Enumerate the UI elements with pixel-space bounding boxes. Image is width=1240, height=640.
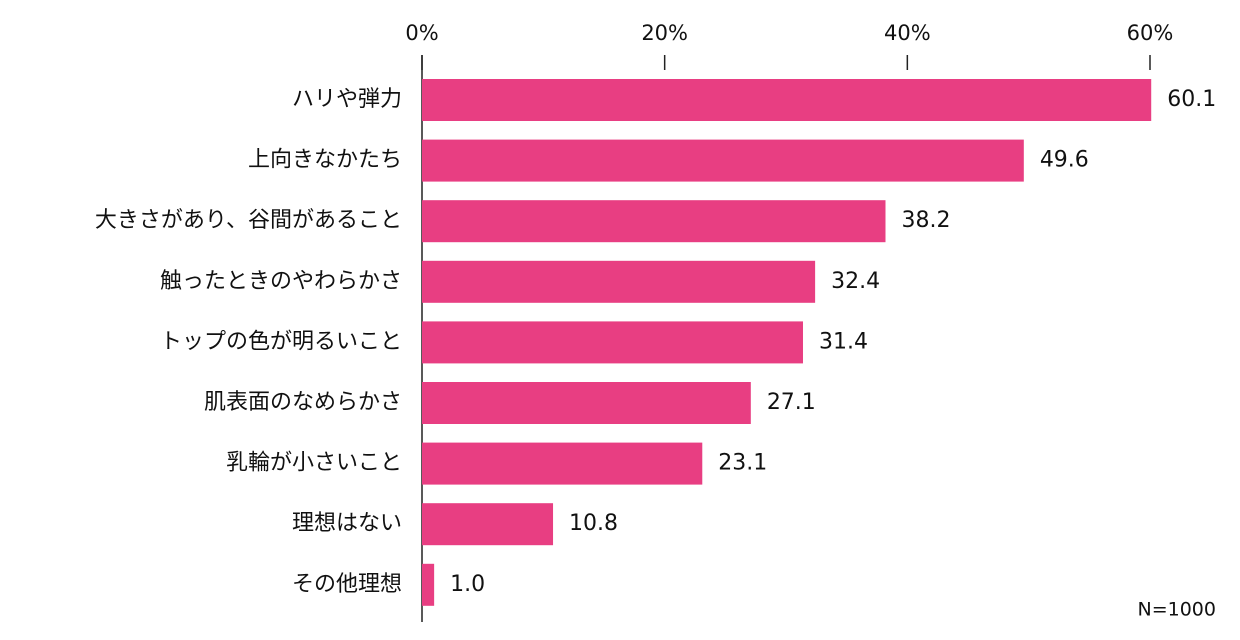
bar [422,139,1024,182]
category-label: その他理想 [292,572,402,597]
category-label: 肌表面のなめらかさ [204,390,402,415]
value-label: 60.1 [1167,87,1216,112]
bar [422,260,816,303]
category-label: ハリや弾力 [292,87,402,112]
bar [422,503,554,546]
x-tick-label: 60% [1127,21,1174,45]
x-tick-label: 0% [405,21,438,45]
category-label: 上向きなかたち [248,148,402,173]
bar [422,382,751,424]
sample-size-note: N=1000 [1138,599,1217,621]
x-tick-label: 20% [641,21,688,45]
category-label: 理想はない [292,511,402,536]
category-label: 大きさがあり、谷間があること [95,208,402,233]
bar [422,442,703,485]
value-label: 10.8 [569,511,618,536]
value-label: 49.6 [1040,148,1089,173]
category-label: 乳輪が小さいこと [226,451,402,476]
value-label: 31.4 [819,329,868,354]
bar [422,563,435,606]
bar [422,200,886,243]
bar [422,79,1152,121]
value-label: 38.2 [901,208,950,233]
category-label: トップの色が明るいこと [160,329,402,354]
value-label: 32.4 [831,269,880,294]
value-label: 23.1 [718,451,767,476]
bar [422,321,803,364]
x-tick-label: 40% [884,21,931,45]
value-label: 27.1 [767,390,816,415]
value-label: 1.0 [450,572,485,597]
category-label: 触ったときのやわらかさ [160,269,402,294]
